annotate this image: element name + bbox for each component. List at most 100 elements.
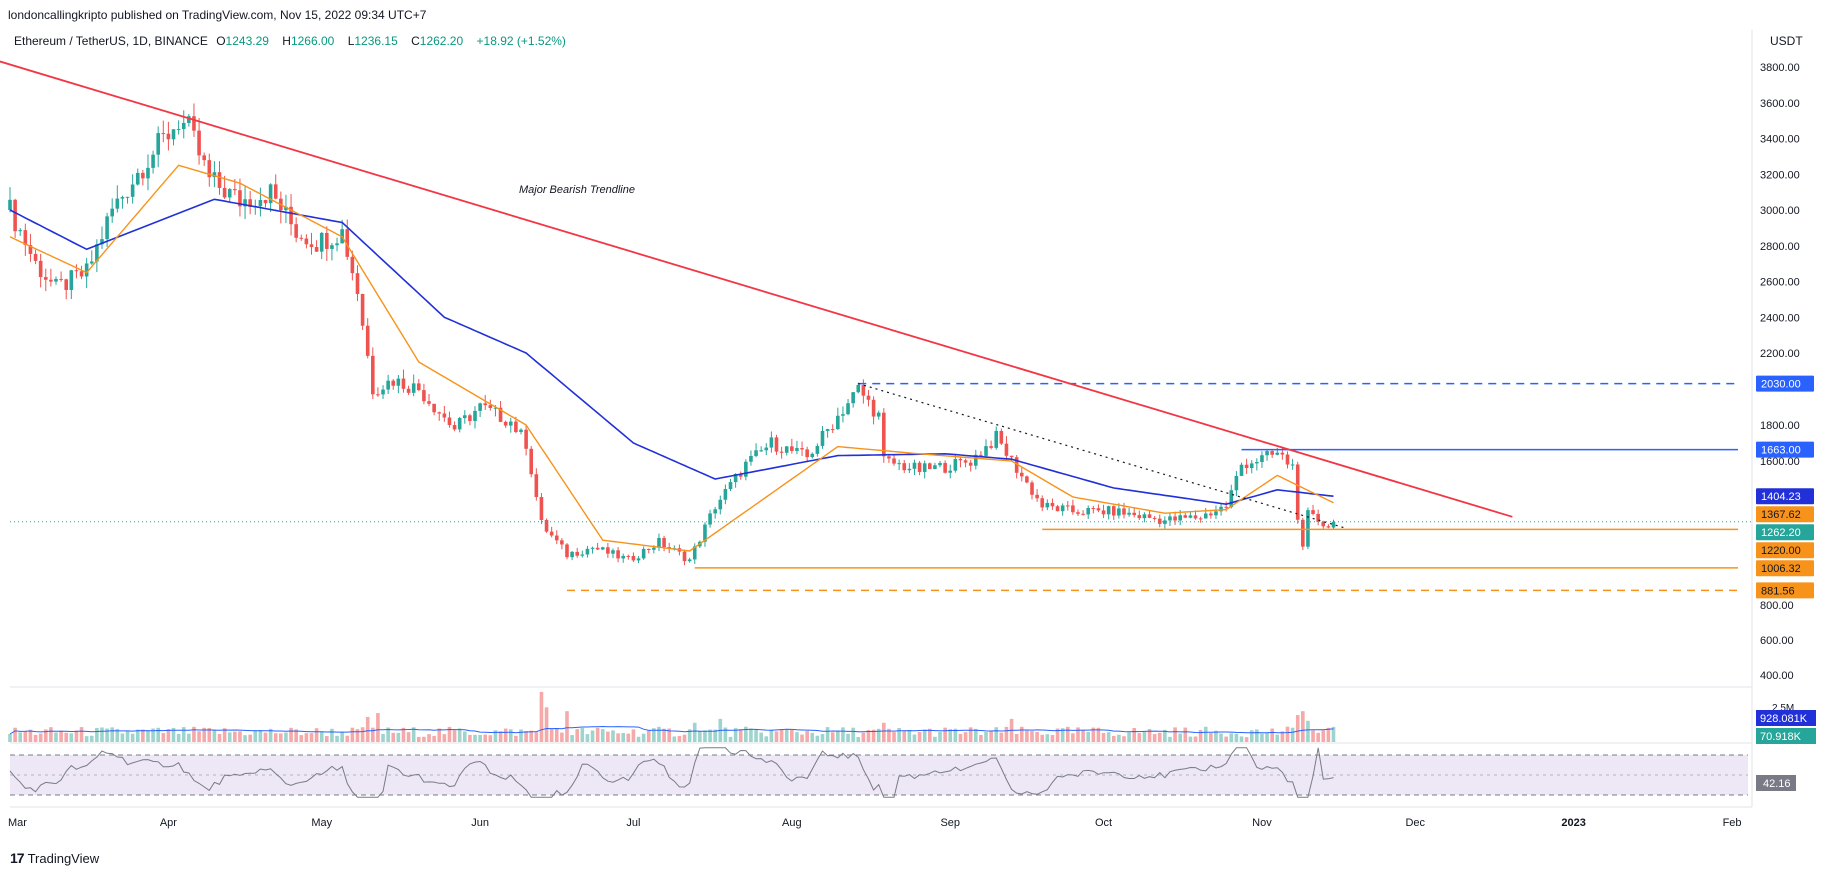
candle-body: [268, 184, 273, 204]
candle-body: [294, 224, 298, 238]
volume-bar: [938, 731, 942, 742]
volume-bar: [1209, 733, 1213, 742]
volume-bar: [1203, 726, 1208, 742]
candle-body: [657, 537, 661, 548]
volume-bar: [1326, 727, 1331, 742]
volume-bar: [268, 728, 273, 742]
volume-bar: [723, 727, 728, 742]
candle-body: [258, 200, 263, 207]
candle-body: [330, 245, 334, 249]
brand-name: TradingView: [27, 850, 100, 866]
volume-bar: [662, 728, 666, 742]
volume-bar: [396, 732, 401, 742]
candle-body: [233, 189, 237, 191]
ohlc-low: L1236.15: [347, 34, 398, 48]
volume-bar: [135, 729, 140, 742]
candle-body: [805, 449, 809, 458]
volume-bar: [514, 735, 518, 742]
candle-body: [376, 394, 380, 396]
volume-bar: [43, 729, 48, 742]
volume-bar: [687, 729, 692, 742]
volume-bar: [841, 727, 845, 742]
volume-bar: [1260, 733, 1264, 742]
volume-bar: [238, 731, 242, 742]
volume-bar: [1285, 726, 1290, 742]
symbol-legend[interactable]: Ethereum / TetherUS, 1D, BINANCE O1243.2…: [14, 34, 571, 48]
volume-bar: [462, 731, 467, 742]
candle-body: [74, 270, 79, 272]
candle-body: [212, 172, 217, 178]
candle-body: [202, 155, 206, 161]
volume-bar: [790, 729, 794, 742]
tradingview-branding[interactable]: 17 TradingView: [10, 850, 99, 866]
symbol-name[interactable]: Ethereum / TetherUS, 1D, BINANCE: [14, 34, 208, 48]
candle-body: [84, 263, 89, 277]
volume-bar: [146, 730, 150, 742]
candle-body: [820, 430, 825, 446]
candle-body: [524, 429, 528, 449]
rsi-badge: [1756, 775, 1796, 791]
candle-body: [1265, 451, 1269, 456]
candle-body: [1285, 454, 1290, 465]
candle-body: [503, 421, 508, 426]
volume-bar: [1331, 726, 1336, 742]
candle-body: [1229, 490, 1234, 508]
volume-badge-text: 928.081K: [1760, 713, 1808, 725]
volume-bar: [733, 728, 738, 742]
candle-body: [692, 546, 697, 560]
candle-body: [529, 448, 534, 475]
candle-body: [222, 187, 227, 198]
volume-bar: [422, 736, 426, 742]
volume-bar: [1035, 731, 1039, 742]
candle-body: [483, 403, 488, 406]
volume-bar: [544, 707, 549, 742]
candle-body: [365, 325, 370, 356]
candle-body: [519, 429, 523, 433]
candle-body: [830, 429, 835, 431]
price-badge-text: 1006.32: [1761, 563, 1801, 575]
price-badge-2030.00: [1756, 375, 1814, 392]
price-tick-label: 1800.00: [1760, 420, 1800, 432]
price-chart[interactable]: 3800.00 3600.00 3400.00 3200.00 3000.00 2800.…: [0, 0, 1834, 845]
candle-body: [585, 548, 590, 555]
candle-body: [1224, 506, 1228, 508]
price-badge-text: 1404.23: [1761, 491, 1801, 503]
volume-bar: [1101, 732, 1106, 742]
candle-body: [309, 244, 314, 248]
volume-ma-line: [9, 725, 1334, 735]
volume-bar: [539, 691, 544, 742]
volume-bar: [846, 733, 850, 742]
volume-bar: [371, 727, 375, 742]
volume-bar: [1060, 728, 1065, 742]
volume-bar: [708, 729, 712, 742]
candle-body: [130, 184, 135, 197]
candle-body: [1306, 510, 1310, 547]
volume-bar: [1055, 728, 1060, 742]
candle-body: [457, 418, 462, 430]
candle-body: [963, 460, 968, 463]
candle-body: [1188, 515, 1193, 518]
candle-body: [968, 462, 973, 466]
volume-bar: [1004, 726, 1009, 742]
candle-body: [892, 458, 896, 464]
volume-bar: [887, 728, 891, 742]
price-tick-label: 3800.00: [1760, 62, 1800, 74]
candle-body: [243, 199, 247, 207]
candle-body: [422, 390, 426, 402]
candle-body: [662, 537, 666, 548]
volume-bar: [524, 731, 528, 742]
volume-bar: [922, 729, 927, 742]
candle-body: [23, 230, 28, 246]
volume-bar: [1163, 729, 1167, 742]
volume-bar: [340, 731, 344, 742]
candle-body: [744, 461, 748, 477]
candle-body: [263, 200, 268, 204]
volume-bar: [386, 727, 390, 742]
volume-bar: [810, 732, 815, 742]
candle-body: [181, 122, 186, 130]
candle-body: [488, 405, 493, 408]
price-badge-1663.00: [1756, 441, 1814, 458]
ema-fast-line: [9, 164, 1334, 552]
volume-bar: [1106, 732, 1111, 742]
volume-bar: [130, 733, 135, 742]
